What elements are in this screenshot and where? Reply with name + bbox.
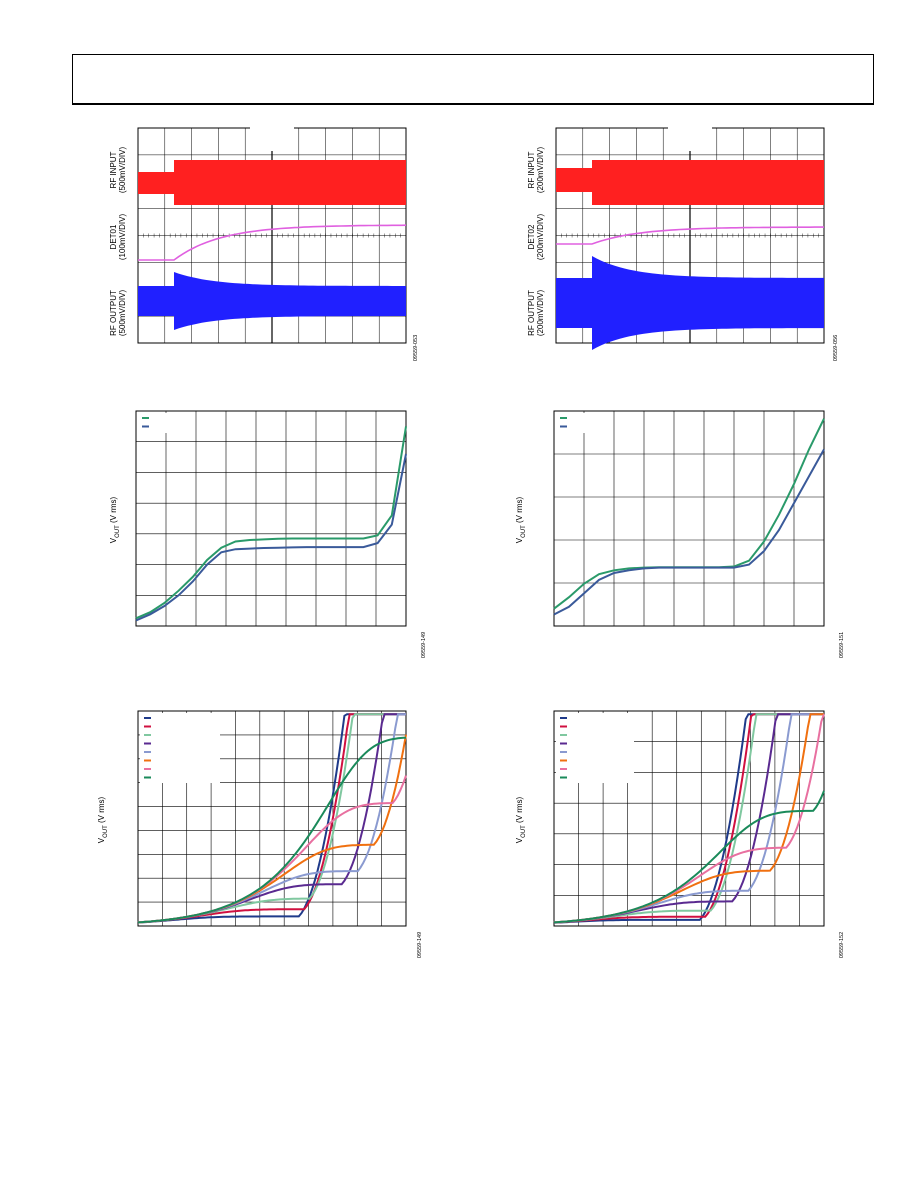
vout3-legend-box — [140, 713, 220, 783]
vout4-figure-id: 09559-152 — [839, 931, 845, 959]
vout2-series-1 — [553, 448, 825, 616]
vout1-frame — [135, 410, 407, 627]
scope2-rf-input-label: RF INPUT (200mV/DIV) — [527, 146, 545, 194]
vout4-series-6 — [553, 713, 825, 924]
vout3-series-0 — [137, 713, 406, 924]
scope1-figure-id: 09559-053 — [413, 334, 419, 362]
vout4-series-7 — [553, 790, 825, 924]
vout2-figure-id: 09559-151 — [839, 631, 845, 659]
vout2-ylabel: VOUT (V rms) — [515, 496, 527, 544]
vout3-series-6 — [137, 775, 407, 924]
scope2-figure-id: 09559-056 — [833, 334, 839, 362]
scope1-rf-input-label: RF INPUT (500mV/DIV) — [109, 146, 127, 194]
vout3-series-7 — [137, 736, 407, 924]
vout4-legend-box — [556, 713, 634, 783]
vout4-series-4 — [553, 713, 824, 924]
vout1-series-1 — [135, 453, 407, 622]
scope2-detector-trace — [556, 226, 824, 245]
scope2-det-label: DET02 (200mV/DIV) — [527, 213, 545, 261]
vout4-series-2 — [553, 713, 824, 924]
vout4-series-1 — [553, 713, 824, 924]
scope1-rf-output-pre — [138, 286, 174, 316]
vout1-figure-id: 09559-149 — [421, 631, 427, 659]
scope2-rf-input-post — [592, 160, 824, 205]
scope1-det-label: DET01 (100mV/DIV) — [109, 213, 127, 261]
scope1-detector-trace — [138, 224, 407, 261]
vout1-ylabel: VOUT (V rms) — [109, 496, 121, 544]
vout2-frame — [553, 410, 825, 627]
scope2-rf-output-post — [592, 256, 824, 350]
vout2-series-0 — [553, 418, 825, 610]
vout2-legend-box — [556, 413, 610, 433]
vout4-series-5 — [553, 713, 824, 924]
vout3-ylabel: VOUT (V rms) — [97, 796, 109, 844]
scope1-rf-output-label: RF OUTPUT (500mV/DIV) — [109, 289, 127, 337]
scope2-rf-output-pre — [556, 278, 592, 328]
vout3-series-3 — [137, 713, 406, 924]
scope1-rf-output-post — [174, 272, 406, 330]
vout4-series-3 — [553, 713, 824, 924]
scope-plot-1 — [137, 127, 825, 350]
vout3-series-2 — [137, 713, 406, 924]
vout1-legend-box — [138, 413, 192, 433]
vout3-frame — [137, 710, 407, 927]
scope1-rf-input-pre — [138, 172, 174, 194]
scope2-marker-box — [668, 127, 712, 151]
vout4-frame — [553, 710, 825, 927]
vout1-series-0 — [135, 426, 407, 620]
scope1-marker-box — [250, 127, 294, 151]
vout3-series-5 — [137, 734, 407, 924]
scope2-rf-output-label: RF OUTPUT (200mV/DIV) — [527, 289, 545, 337]
vout4-series-0 — [553, 713, 824, 924]
vout3-figure-id: 09559-149 — [417, 931, 423, 959]
vout3-series-1 — [137, 713, 406, 924]
scope2-rf-input-pre — [556, 168, 592, 192]
vout4-ylabel: VOUT (V rms) — [515, 796, 527, 844]
vout3-series-4 — [137, 713, 406, 924]
scope1-rf-input-post — [174, 160, 406, 205]
page-header-box — [72, 54, 874, 105]
